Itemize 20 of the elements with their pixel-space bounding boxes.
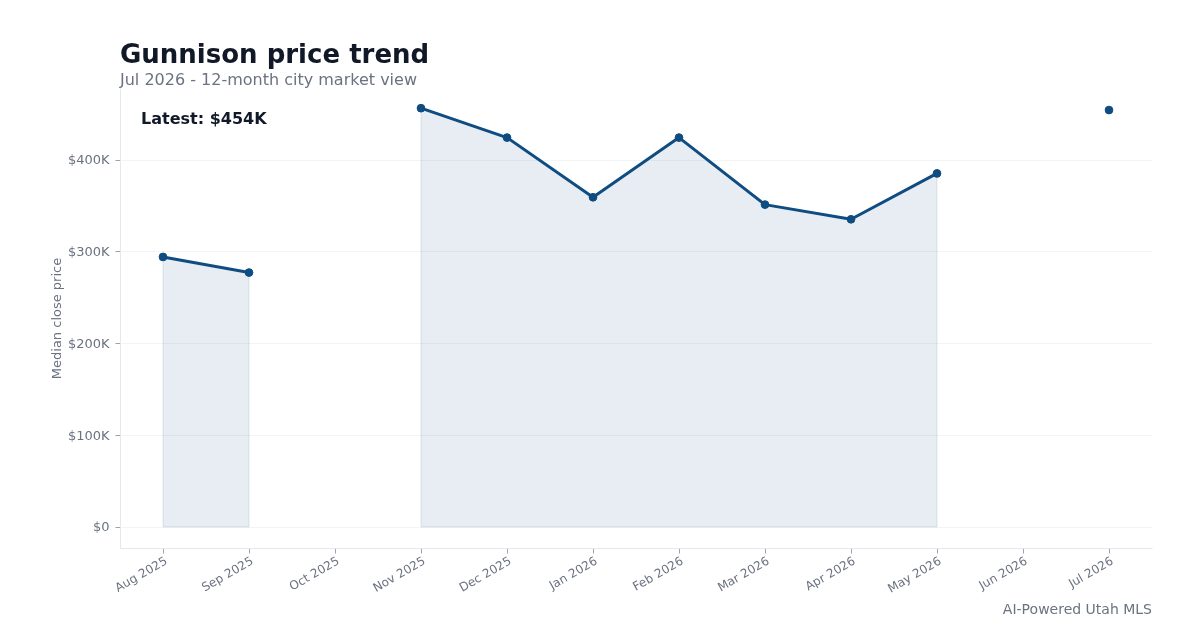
point	[846, 214, 856, 224]
chart-title: Gunnison price trend	[120, 39, 430, 69]
point	[1104, 105, 1114, 115]
point	[674, 133, 684, 142]
y-tick-label: $300K	[67, 243, 110, 259]
y-axis-title: Median close price	[48, 257, 64, 380]
chart-subtitle: Jul 2026 - 12-month city market view	[119, 70, 417, 89]
point	[158, 252, 168, 262]
point	[760, 200, 770, 209]
point	[416, 103, 426, 113]
point	[502, 133, 512, 142]
y-tick-label: $200K	[67, 335, 110, 351]
point	[244, 268, 254, 277]
y-tick-label: $400K	[67, 152, 110, 168]
annotation: Latest: $454K	[141, 109, 267, 128]
y-tick-label: $0	[92, 519, 110, 535]
text: AI-Powered Utah MLS	[1002, 601, 1152, 617]
y-tick-label: $100K	[67, 427, 110, 443]
point	[932, 169, 942, 178]
point	[588, 192, 598, 202]
